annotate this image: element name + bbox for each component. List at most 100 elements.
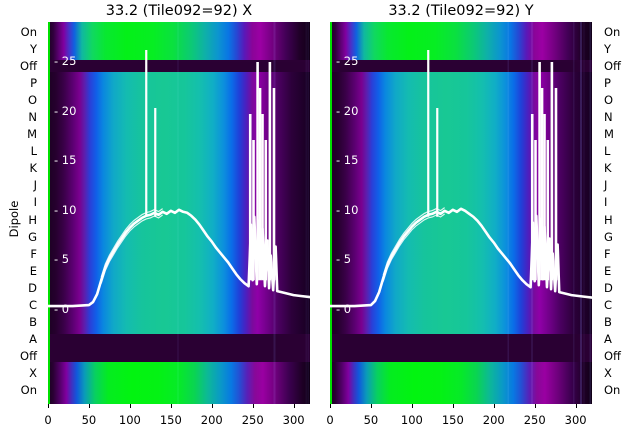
category-tick-off-19: Off: [604, 348, 621, 363]
trace-texture: [382, 210, 445, 279]
category-tick-on-21: On: [20, 383, 37, 397]
tick-label-0: - 0: [336, 302, 352, 316]
x-tick-label-250: 250: [523, 413, 546, 427]
x-tick-mark-250: [252, 404, 254, 408]
category-tick-m-6: M: [27, 127, 37, 142]
spectrum-trace-y: [330, 50, 592, 308]
category-tick-f-13: F: [604, 246, 611, 261]
x-tick-label-50: 50: [81, 413, 97, 427]
category-tick-on-0: On: [20, 25, 37, 39]
x-tick-mark-150: [452, 404, 454, 408]
tick-label-25: - 25: [54, 54, 77, 68]
x-tick-mark-300: [575, 404, 577, 408]
category-tick-k-8: K: [29, 161, 37, 176]
x-tick-mark-0: [330, 404, 331, 408]
category-axis-right: On Y Off P O N M L K J I H G F E D C B A Off X On: [600, 22, 640, 404]
category-tick-e-14: E: [29, 263, 37, 278]
x-tick-mark-50: [88, 404, 90, 408]
category-tick-g-12: G: [28, 229, 37, 244]
category-tick-c-16: C: [604, 297, 613, 312]
category-tick-h-11: H: [604, 212, 613, 227]
tick-label-10: - 10: [336, 202, 359, 217]
x-tick-label-0: 0: [44, 413, 52, 427]
tick-label-10: - 10: [54, 202, 77, 217]
tick-label-5: - 5: [54, 252, 70, 267]
category-tick-n-5: N: [604, 110, 613, 125]
x-tick-mark-100: [129, 404, 131, 408]
tick-label-15: - 15: [54, 153, 77, 168]
category-tick-f-13: F: [30, 246, 37, 261]
category-tick-a-18: A: [29, 331, 37, 346]
panel-title-y: 33.2 (Tile092=92) Y: [388, 3, 534, 19]
category-tick-g-12: G: [604, 229, 613, 244]
x-tick-label-100: 100: [400, 413, 423, 427]
category-axis-left: Dipole On Y Off P O N M L K J I H G F E D C B A Off X On: [0, 22, 40, 404]
tick-label-15: - 15: [336, 153, 359, 168]
tick-label-20: - 20: [336, 103, 359, 118]
tick-label-25: - 25: [336, 54, 359, 68]
heatmap-panel-x[interactable]: - 25- 20- 15- 10- 5- 0 2520151050: [48, 22, 310, 404]
category-tick-off-19: Off: [20, 348, 37, 363]
x-tick-mark-300: [293, 404, 295, 408]
category-tick-y-1: Y: [29, 42, 37, 57]
category-tick-o-4: O: [27, 93, 37, 108]
x-tick-mark-200: [211, 404, 213, 408]
category-tick-l-7: L: [604, 144, 611, 159]
category-tick-y-1: Y: [604, 42, 612, 57]
category-tick-i-10: I: [604, 195, 608, 210]
tick-label-5: - 5: [336, 252, 352, 267]
x-tick-label-200: 200: [482, 413, 505, 427]
category-tick-a-18: A: [604, 331, 612, 346]
category-tick-e-14: E: [604, 263, 612, 278]
trace-texture: [100, 214, 163, 284]
category-tick-on-21: On: [604, 383, 621, 397]
category-tick-on-0: On: [604, 25, 621, 39]
edge-marker-left-x: [48, 22, 50, 404]
category-tick-l-7: L: [30, 144, 37, 159]
x-tick-mark-0: [48, 404, 49, 408]
x-tick-mark-200: [493, 404, 495, 408]
x-tick-label-50: 50: [363, 413, 379, 427]
category-tick-j-9: J: [33, 178, 37, 193]
x-axis-panel-y: 0 50 100 150 200 250 300: [326, 404, 592, 438]
x-tick-label-150: 150: [159, 413, 182, 427]
category-tick-p-3: P: [30, 76, 37, 91]
category-tick-off-2: Off: [20, 59, 37, 74]
category-tick-x-20: X: [29, 365, 37, 380]
category-tick-m-6: M: [604, 127, 614, 142]
edge-marker-left-y: [330, 22, 332, 404]
x-tick-label-300: 300: [282, 413, 305, 427]
category-tick-i-10: I: [33, 195, 37, 210]
category-tick-off-2: Off: [604, 59, 621, 74]
x-tick-label-300: 300: [564, 413, 587, 427]
x-tick-mark-50: [370, 404, 372, 408]
x-tick-label-250: 250: [241, 413, 264, 427]
spectrum-trace-x: [48, 50, 310, 308]
tick-label-20: - 20: [54, 103, 77, 118]
x-tick-mark-150: [170, 404, 172, 408]
tick-label-0: - 0: [54, 302, 70, 316]
category-tick-x-20: X: [604, 365, 612, 380]
panel-title-x: 33.2 (Tile092=92) X: [105, 3, 253, 19]
x-tick-label-100: 100: [118, 413, 141, 427]
heatmap-panel-y[interactable]: - 25- 20- 15- 10- 5- 0 2520151050: [330, 22, 592, 404]
category-tick-b-17: B: [29, 314, 37, 329]
trace-texture: [382, 213, 445, 282]
x-axis-panel-x: 0 50 100 150 200 250 300: [44, 404, 310, 438]
category-tick-c-16: C: [28, 297, 37, 312]
category-tick-h-11: H: [28, 212, 37, 227]
trace-texture: [382, 207, 445, 276]
x-tick-mark-250: [534, 404, 536, 408]
category-tick-d-15: D: [28, 280, 37, 295]
x-tick-label-200: 200: [200, 413, 223, 427]
category-tick-o-4: O: [604, 93, 614, 108]
x-tick-label-150: 150: [441, 413, 464, 427]
trace-texture: [100, 211, 163, 281]
category-tick-n-5: N: [28, 110, 37, 125]
category-tick-d-15: D: [604, 280, 613, 295]
category-tick-b-17: B: [604, 314, 612, 329]
category-tick-j-9: J: [604, 178, 608, 193]
category-tick-p-3: P: [604, 76, 611, 91]
category-tick-k-8: K: [604, 161, 612, 176]
